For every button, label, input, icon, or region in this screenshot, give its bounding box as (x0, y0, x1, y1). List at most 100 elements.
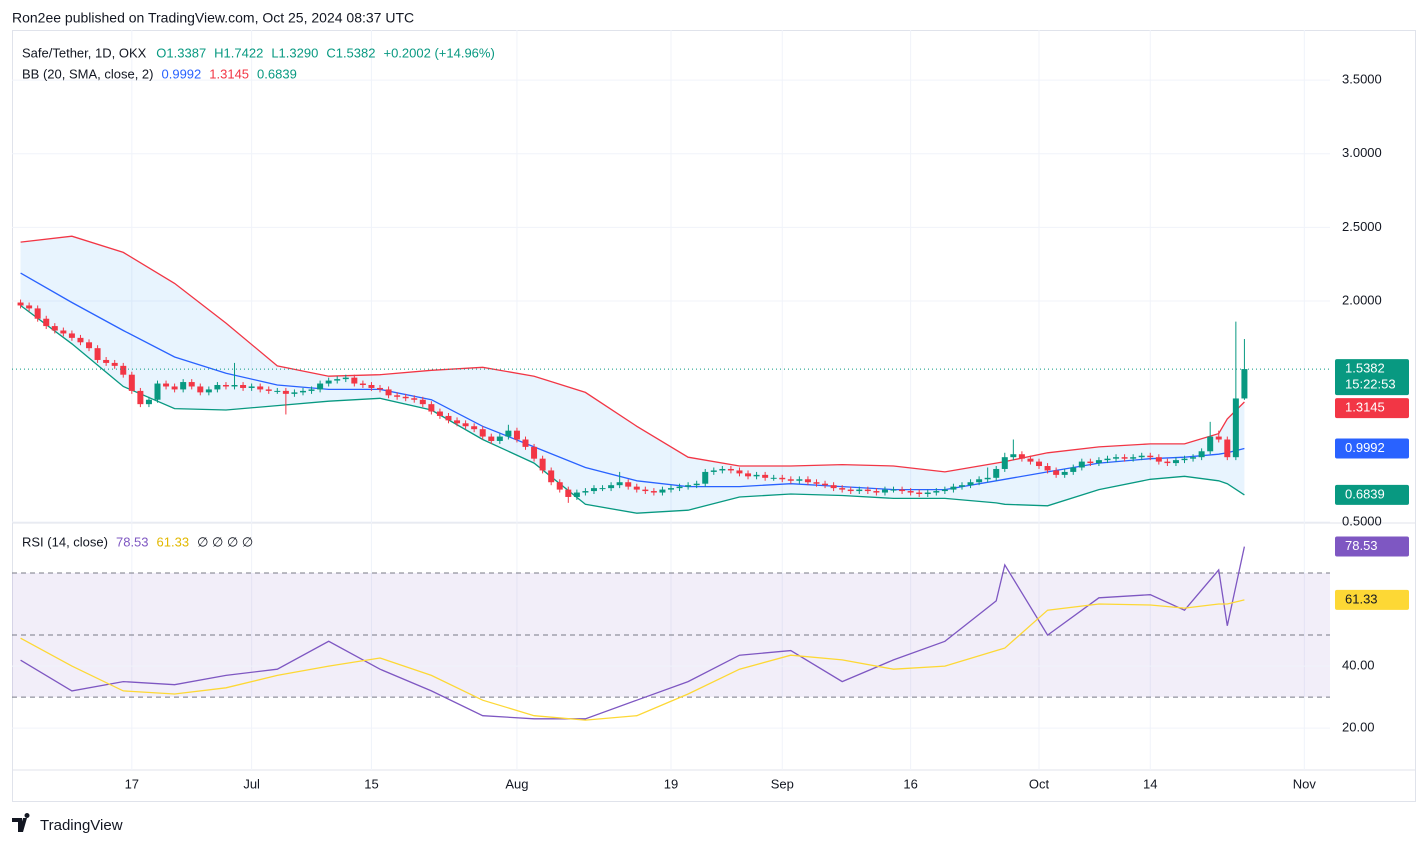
band-line (20, 304, 1245, 514)
candle-body (693, 483, 700, 486)
candle-body (710, 470, 717, 472)
candle-body (471, 426, 478, 430)
candle-body (599, 488, 606, 490)
candle-body (1121, 457, 1128, 459)
candle-body (111, 362, 118, 366)
candle-body (171, 386, 178, 390)
x-tick-label: 14 (1143, 776, 1157, 791)
candle-body (274, 390, 281, 392)
candle-body (180, 382, 187, 390)
price-tag-label: 1.3145 (1345, 400, 1385, 415)
candle-body (976, 479, 983, 483)
candle-body (334, 379, 341, 381)
rsi-line (20, 546, 1246, 720)
candle-body (702, 471, 709, 484)
candle-body (548, 470, 555, 483)
candle-body (830, 485, 837, 489)
candle-body (145, 399, 152, 405)
footer-brand: TradingView (40, 817, 123, 834)
indicator-title: BB (20, SMA, close, 2) (22, 66, 154, 81)
candle-body (402, 396, 409, 399)
candle-body (950, 486, 957, 490)
candle-body (488, 436, 495, 441)
candle-body (796, 479, 803, 481)
symbol-title: Safe/Tether, 1D, OKX (22, 45, 147, 60)
candle-body (265, 389, 272, 391)
candle-body (1130, 457, 1137, 459)
rsi-placeholders: ∅ ∅ ∅ ∅ (197, 534, 253, 549)
rsi-line (20, 599, 1245, 721)
candle-body (770, 477, 777, 479)
x-tick-label: 19 (664, 776, 678, 791)
y-tick-label: 3.0000 (1342, 145, 1382, 160)
candle-body (608, 485, 615, 489)
candle-body (642, 489, 649, 492)
price-panel (12, 30, 1330, 523)
candle-body (1198, 451, 1205, 458)
candle-body (462, 423, 469, 427)
candle-body (68, 333, 75, 338)
candle-body (787, 479, 794, 481)
candle-body (77, 337, 84, 343)
candle-body (1078, 461, 1085, 468)
candle-body (128, 374, 135, 391)
candle-body (941, 489, 948, 492)
candle-body (779, 477, 786, 480)
candle-body (34, 308, 41, 319)
candle-body (325, 380, 332, 384)
candle-body (745, 473, 752, 477)
candle-body (1172, 460, 1179, 464)
y-tick-label: 2.0000 (1342, 292, 1382, 307)
candle-body (924, 492, 931, 495)
candle-body (813, 482, 820, 484)
band-line (20, 235, 1245, 473)
candle-body (419, 399, 426, 405)
header: Ron2ee published on TradingView.com, Oct… (12, 10, 414, 26)
x-tick-label: Sep (771, 776, 794, 791)
price-tag (1335, 438, 1409, 459)
y-tick-label: 3.5000 (1342, 72, 1382, 87)
candle-body (916, 492, 923, 495)
candle-body (907, 491, 914, 493)
candle-body (565, 489, 572, 497)
candle-body (864, 489, 871, 492)
candle-body (1027, 458, 1034, 462)
candle-body (94, 348, 101, 360)
candle-body (479, 429, 486, 437)
bb-value: 1.3145 (209, 66, 249, 81)
candle-body (582, 491, 589, 493)
price-tag (1335, 398, 1409, 419)
candle-body (933, 491, 940, 493)
candle-body (856, 489, 863, 492)
frame (12, 30, 1416, 802)
candle-body (436, 411, 443, 416)
candle-body (103, 359, 110, 363)
candle-body (736, 470, 743, 474)
candle-body (222, 385, 229, 387)
legend: Safe/Tether, 1D, OKX BB (20, SMA, close,… (22, 45, 154, 549)
ohlc-value: O1.3387 (156, 45, 206, 60)
candle-body (120, 365, 127, 375)
candle-body (1224, 439, 1231, 458)
logo (12, 813, 30, 832)
candle-body (154, 383, 161, 400)
candle-body (847, 489, 854, 492)
candle-body (1087, 461, 1094, 464)
countdown: 15:22:53 (1345, 377, 1396, 392)
candle-body (1232, 398, 1239, 458)
ohlc-value: L1.3290 (271, 45, 318, 60)
candle-body (873, 491, 880, 493)
candle-body (394, 395, 401, 397)
candle-body (60, 330, 67, 334)
footer: TradingView (12, 813, 123, 834)
candle-body (1215, 436, 1222, 440)
candle-body (411, 398, 418, 400)
candle-body (1104, 458, 1111, 461)
candle-body (993, 468, 1000, 478)
candle-body (342, 377, 349, 380)
candle-body (257, 386, 264, 390)
price-tag-label: 0.9992 (1345, 440, 1385, 455)
y-tick-label: 40.00 (1342, 658, 1375, 673)
candle-body (317, 383, 324, 390)
